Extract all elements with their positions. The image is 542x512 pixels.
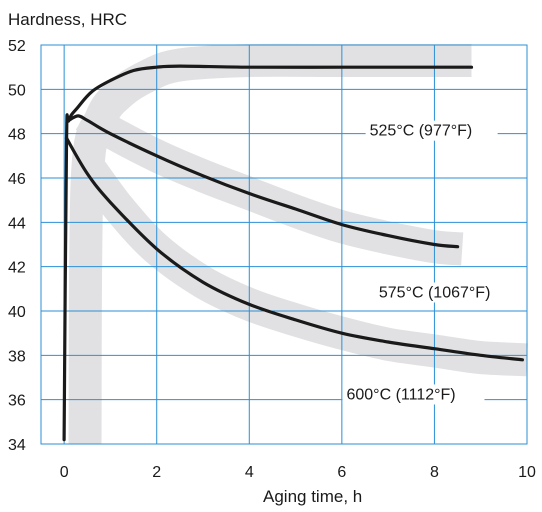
curve-label-2: 575°C (1067°F) — [379, 284, 491, 301]
y-tick-label: 50 — [8, 82, 26, 99]
curve-label-3: 600°C (1112°F) — [346, 386, 455, 403]
x-tick-label: 6 — [337, 464, 346, 481]
y-tick-label: 34 — [8, 437, 26, 454]
curve-label-1: 525°C (977°F) — [370, 123, 473, 140]
y-tick-label: 44 — [8, 215, 26, 232]
y-tick-label: 46 — [8, 171, 26, 188]
x-tick-label: 8 — [430, 464, 439, 481]
y-tick-label: 40 — [8, 304, 26, 321]
x-tick-label: 4 — [245, 464, 254, 481]
x-tick-label: 10 — [518, 464, 536, 481]
curve-label-bg-3 — [342, 384, 485, 405]
chart: 525°C (977°F) 575°C (1067°F) 600°C (1112°F… — [8, 38, 536, 481]
y-axis-title: Hardness, HRC — [8, 10, 128, 29]
curve-label-bg-2 — [374, 282, 515, 303]
y-tick-label: 38 — [8, 348, 26, 365]
series-line-1 — [62, 64, 474, 442]
x-tick-label: 0 — [60, 464, 69, 481]
plot-frame — [40, 44, 528, 445]
y-tick-label: 48 — [8, 127, 26, 144]
series-line-3 — [64, 136, 524, 362]
y-tick-label: 42 — [8, 260, 26, 277]
y-tick-label: 52 — [8, 38, 26, 55]
x-axis-title: Aging time, h — [263, 487, 363, 506]
curve-label-bg-1 — [365, 120, 498, 141]
y-tick-label: 36 — [8, 393, 26, 410]
x-tick-label: 2 — [152, 464, 161, 481]
series-line-2 — [67, 114, 460, 249]
